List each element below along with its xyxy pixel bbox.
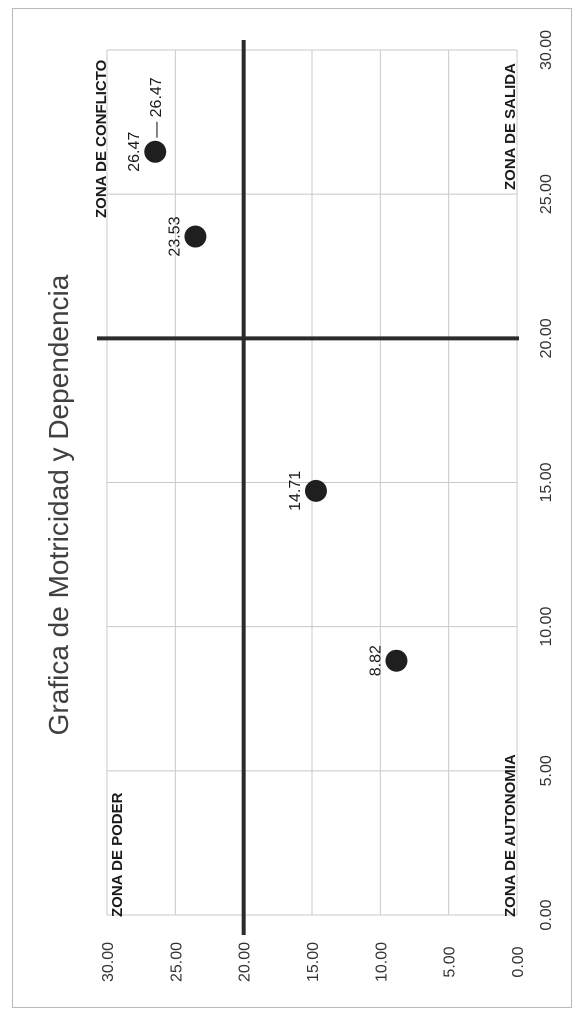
data-label-extra: — 26.47 xyxy=(148,77,165,138)
x-tick-label: 30.00 xyxy=(538,30,555,70)
x-tick-label: 0.00 xyxy=(538,899,555,930)
data-point xyxy=(144,140,167,163)
data-points xyxy=(144,140,408,672)
tick-labels: 0.00 5.00 10.00 15.00 20.00 25.00 30.00 0.00 5.0… xyxy=(100,30,555,982)
x-tick-label: 15.00 xyxy=(538,462,555,502)
y-tick-label: 20.00 xyxy=(237,942,254,982)
data-point xyxy=(184,225,207,248)
x-tick-label: 25.00 xyxy=(538,174,555,214)
y-tick-label: 25.00 xyxy=(168,942,185,982)
data-point xyxy=(385,649,408,672)
zone-conflicto-label: ZONA DE CONFLICTO xyxy=(93,59,110,218)
chart-frame xyxy=(12,8,572,1008)
data-labels: 8.82 14.71 23.53 26.47 — 26.47 xyxy=(126,77,384,676)
reference-lines xyxy=(97,40,519,935)
y-tick-label: 10.00 xyxy=(373,942,390,982)
y-tick-label: 15.00 xyxy=(305,942,322,982)
y-tick-label: 5.00 xyxy=(442,946,459,977)
x-tick-label: 5.00 xyxy=(538,755,555,786)
chart-title: Grafica de Motricidad y Dependencia xyxy=(43,274,74,735)
x-tick-label: 10.00 xyxy=(538,607,555,647)
data-label: 14.71 xyxy=(287,471,304,511)
data-label: 23.53 xyxy=(166,216,183,256)
zone-poder-label: ZONA DE PODER xyxy=(109,792,126,917)
zone-autonomia-label: ZONA DE AUTONOMIA xyxy=(502,754,519,917)
data-point xyxy=(304,479,327,502)
data-label: 26.47 xyxy=(126,132,143,172)
y-tick-label: 30.00 xyxy=(100,942,117,982)
y-tick-label: 0.00 xyxy=(510,946,527,977)
zone-salida-label: ZONA DE SALIDA xyxy=(502,63,519,190)
data-label: 8.82 xyxy=(367,645,384,676)
zone-labels: ZONA DE PODER ZONA DE CONFLICTO ZONA DE AU… xyxy=(93,59,519,917)
x-tick-label: 20.00 xyxy=(538,318,555,358)
